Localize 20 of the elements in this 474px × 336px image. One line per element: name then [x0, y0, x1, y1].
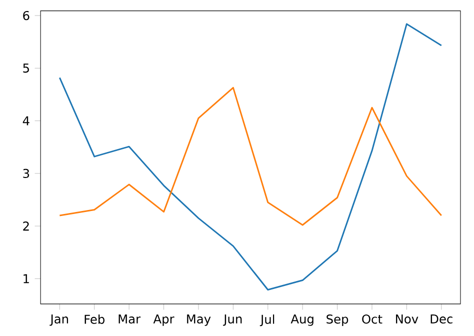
y-tick-label: 4: [22, 116, 30, 126]
x-tick-label: Aug: [290, 314, 314, 326]
x-tick-label: Dec: [430, 314, 452, 324]
x-tick-label: Jun: [223, 314, 242, 326]
x-tick-label: Sep: [326, 314, 348, 326]
x-tick-label: May: [187, 314, 211, 326]
x-tick-label: Mar: [118, 314, 141, 324]
y-tick-label: 6: [23, 10, 30, 20]
line-series: [58, 23, 442, 290]
line-series: [58, 86, 442, 226]
x-tick-label: Jan: [50, 314, 68, 326]
x-tick-label: Oct: [362, 314, 382, 324]
x-tick-label: Feb: [84, 314, 104, 324]
y-tick-label: 2: [23, 221, 29, 230]
y-tick-label: 3: [23, 168, 30, 178]
y-tick-label: 1: [24, 274, 29, 283]
x-tick-label: Jul: [260, 314, 274, 326]
x-tick-label: Nov: [396, 314, 418, 324]
x-tick-label: Apr: [153, 314, 174, 326]
y-tick-label: 5: [23, 63, 29, 73]
